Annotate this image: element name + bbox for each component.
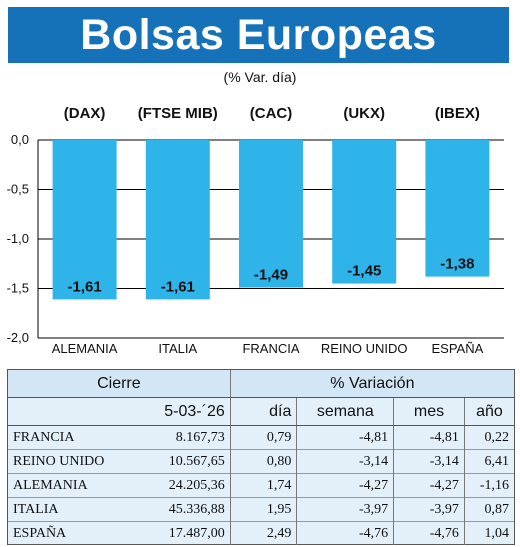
page-title: Bolsas Europeas [80,10,437,59]
row-name: FRANCIA [13,429,75,445]
data-label: -1,45 [347,263,381,280]
row-mes: -4,81 [393,425,465,450]
anio-col-header: año [463,397,514,426]
title-banner: Bolsas Europeas [8,7,509,63]
x-tick-label: ALEMANIA [52,341,118,356]
cierre-header: Cierre [8,370,231,398]
row-close: 10.567,65 [109,449,231,474]
row-close: 17.487,00 [109,521,231,545]
semana-col-header: semana [296,397,394,426]
row-dia: 0,80 [229,449,297,474]
table-row: ESPAÑA 17.487,00 2,49 -4,76 -4,76 1,04 [8,521,514,545]
row-dia: 1,74 [229,473,297,498]
bar [52,140,117,300]
row-anio: -1,16 [463,473,514,498]
row-mes: -3,14 [393,449,465,474]
table-row: FRANCIA 8.167,73 0,79 -4,81 -4,81 0,22 [8,425,514,450]
x-tick-label: FRANCIA [242,341,299,356]
table-row: REINO UNIDO 10.567,65 0,80 -3,14 -3,14 6… [8,449,514,474]
table-row: ALEMANIA 24.205,36 1,74 -4,27 -4,27 -1,1… [8,473,514,498]
date-col-header: 5-03-´26 [109,397,231,426]
row-mes: -4,76 [393,521,465,545]
row-dia: 2,49 [229,521,297,545]
x-tick-label: REINO UNIDO [321,341,408,356]
data-label: -1,38 [440,256,474,273]
index-label: (FTSE MIB) [138,105,218,122]
y-tick-label: -1,0 [7,231,29,246]
row-semana: -4,81 [296,425,394,450]
y-tick-label: -2,0 [7,330,29,345]
dia-col-header: día [229,397,297,426]
row-name: REINO UNIDO [8,449,110,474]
chart-subtitle: (% Var. día) [223,69,297,85]
data-label: -1,61 [67,278,101,295]
x-tick-label: ITALIA [158,341,197,356]
row-semana: -4,27 [296,473,394,498]
row-semana: -3,97 [296,497,394,522]
index-label: (DAX) [64,105,106,122]
row-name: ITALIA [8,497,110,522]
row-anio: 6,41 [463,449,514,474]
row-anio: 1,04 [463,521,514,545]
row-semana: -4,76 [296,521,394,545]
table-group-header: Cierre % Variación [8,370,514,398]
x-tick-label: ESPAÑA [432,341,484,356]
quotes-table-panel: Cierre % Variación 5-03-´26 día semana m… [7,369,515,545]
index-label: (UKX) [343,105,385,122]
bar-chart: 0,0 -0,5 -1,0 -1,5 -2,0 (DAX) -1,61 ALEMANIA (FT… [7,105,504,356]
row-dia: 1,95 [229,497,297,522]
name-col-header [8,397,110,426]
variacion-header: % Variación [229,370,514,398]
bar [332,140,397,284]
bar [145,140,210,300]
index-label: (IBEX) [435,105,480,122]
row-semana: -3,14 [296,449,394,474]
data-label: -1,61 [161,278,195,295]
y-tick-label: 0,0 [11,132,29,147]
table-row: ITALIA 45.336,88 1,95 -3,97 -3,97 0,87 [8,497,514,522]
row-close: 8.167,73 [175,429,225,445]
index-label: (CAC) [250,105,293,122]
bar [239,140,303,288]
row-name: ESPAÑA [8,521,110,545]
row-name: ALEMANIA [8,473,110,498]
y-tick-label: -0,5 [7,182,29,197]
bar [425,140,490,277]
quotes-table: Cierre % Variación 5-03-´26 día semana m… [8,370,514,545]
mes-col-header: mes [393,397,465,426]
row-anio: 0,87 [463,497,514,522]
row-anio: 0,22 [463,425,514,450]
row-mes: -3,97 [393,497,465,522]
table-column-header: 5-03-´26 día semana mes año [8,397,514,426]
row-close: 45.336,88 [109,497,231,522]
data-label: -1,49 [254,267,288,284]
y-tick-label: -1,5 [7,281,29,296]
row-close: 24.205,36 [109,473,231,498]
row-mes: -4,27 [393,473,465,498]
row-dia: 0,79 [229,425,297,450]
